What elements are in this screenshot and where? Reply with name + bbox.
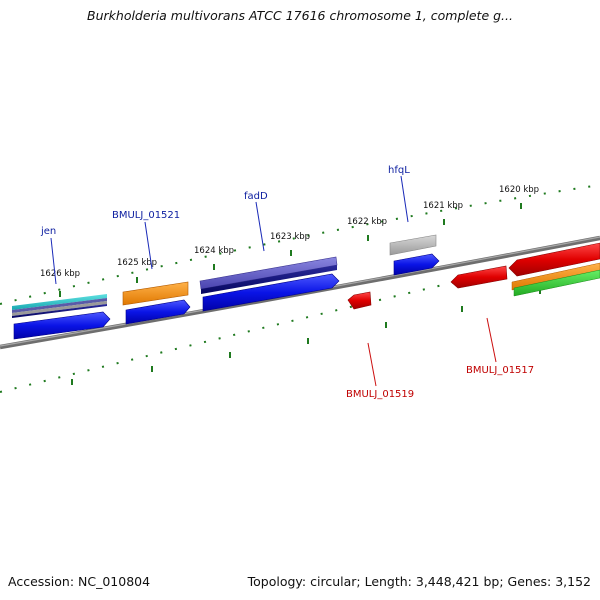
inner-major-ticks bbox=[71, 288, 541, 385]
gene-label-fadd[interactable]: fadD bbox=[244, 191, 268, 202]
cds-arrow-01517[interactable] bbox=[450, 265, 508, 289]
leader-fadd bbox=[255, 201, 265, 252]
topology-label: Topology: circular; Length: 3,448,421 bp… bbox=[247, 574, 591, 589]
scale-label-1623: 1623 kbp bbox=[270, 232, 310, 242]
cds-arrow-hfql[interactable] bbox=[393, 253, 440, 276]
leader-bmulj-01521 bbox=[144, 221, 153, 270]
scale-label-1624: 1624 kbp bbox=[194, 246, 234, 256]
feature-orange-right bbox=[511, 262, 600, 291]
feature-gray-hfql bbox=[389, 234, 437, 256]
leader-jen bbox=[50, 237, 57, 285]
cds-arrow-01521[interactable] bbox=[125, 299, 191, 325]
feature-block-jen bbox=[12, 294, 107, 318]
gene-label-hfql[interactable]: hfqL bbox=[388, 165, 410, 176]
feature-green-right bbox=[513, 269, 600, 297]
cds-arrow-right-red[interactable] bbox=[508, 242, 600, 277]
feature-navy-fadd bbox=[201, 265, 337, 294]
feature-orange-01521 bbox=[122, 281, 189, 306]
leader-bmulj-01519 bbox=[367, 342, 377, 387]
scale-label-1620: 1620 kbp bbox=[499, 185, 539, 195]
leader-bmulj-01517 bbox=[486, 317, 497, 363]
accession-label: Accession: NC_010804 bbox=[8, 574, 151, 589]
map-title: Burkholderia multivorans ATCC 17616 chro… bbox=[87, 8, 513, 23]
outer-tick-ring bbox=[0, 184, 600, 305]
cds-arrow-01519[interactable] bbox=[347, 291, 372, 310]
scale-label-1626: 1626 kbp bbox=[40, 269, 80, 279]
outer-major-ticks bbox=[59, 203, 522, 297]
gene-label-bmulj-01517[interactable]: BMULJ_01517 bbox=[466, 365, 534, 376]
scale-label-1625: 1625 kbp bbox=[117, 258, 157, 268]
scale-label-1622: 1622 kbp bbox=[347, 217, 387, 227]
gene-label-bmulj-01521[interactable]: BMULJ_01521 bbox=[112, 210, 180, 221]
gene-label-jen[interactable]: jen bbox=[40, 226, 56, 237]
scale-label-1621: 1621 kbp bbox=[423, 201, 463, 211]
cds-arrow-jen[interactable] bbox=[13, 311, 111, 340]
leader-hfql bbox=[400, 175, 409, 223]
gene-label-bmulj-01519[interactable]: BMULJ_01519 bbox=[346, 389, 414, 400]
cds-arrow-fadd[interactable] bbox=[202, 273, 340, 312]
